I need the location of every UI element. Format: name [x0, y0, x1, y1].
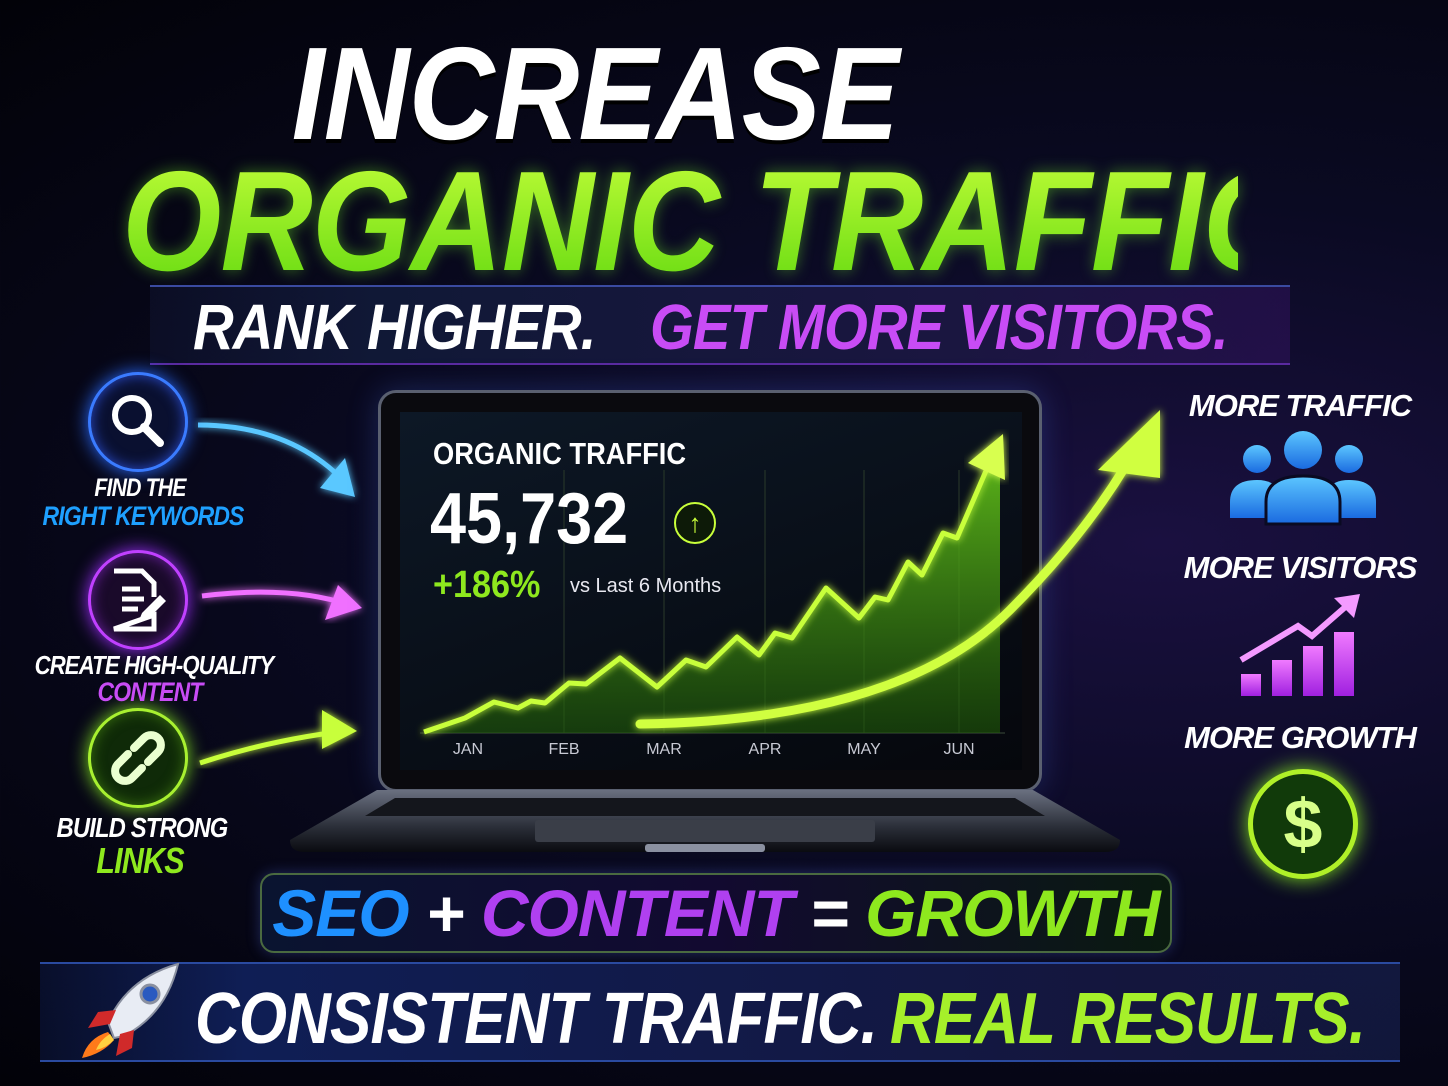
step-keywords-label-2: RIGHT KEYWORDS	[42, 501, 244, 531]
dollar-icon: $	[1248, 769, 1358, 879]
chart-month-label: APR	[748, 741, 782, 758]
link-icon	[111, 731, 165, 785]
equation-box	[260, 873, 1172, 953]
footer-banner	[40, 962, 1400, 1062]
chart-month-label: JAN	[452, 741, 484, 758]
step-links-circle	[88, 708, 188, 808]
benefit-traffic-label: MORE TRAFFIC	[1188, 388, 1412, 423]
arrow-up-icon: ↑	[674, 502, 716, 544]
equation-equals: =	[810, 876, 849, 950]
chart-trend-line	[423, 449, 998, 735]
headline-line2: ORGANIC TRAFFIC	[122, 140, 1295, 304]
dashboard-title: ORGANIC TRAFFIC	[433, 436, 687, 471]
chart-month-label: MAR	[646, 741, 682, 758]
subhead-rank-higher: RANK HIGHER.	[193, 291, 596, 363]
dashboard-change: +186%	[433, 564, 541, 606]
step-keywords-label-1: FIND THE	[94, 474, 186, 502]
equation: SEO + CONTENT = GROWTH	[260, 875, 1172, 951]
chart-month-label: JUN	[943, 741, 975, 758]
dashboard-comparison: vs Last 6 Months	[570, 575, 722, 597]
subhead-more-visitors: GET MORE VISITORS.	[650, 291, 1229, 363]
search-icon	[112, 395, 164, 447]
footer-real-results: REAL RESULTS.	[890, 979, 1366, 1059]
rocket-icon	[82, 962, 180, 1058]
arrow-links	[199, 710, 357, 766]
step-links-label-1: BUILD STRONG	[56, 812, 229, 843]
subhead-banner	[150, 285, 1290, 365]
footer-consistent-traffic: CONSISTENT TRAFFIC.	[195, 979, 878, 1059]
headline-line1: INCREASE	[291, 20, 900, 167]
equation-seo: SEO	[272, 876, 409, 950]
laptop-base	[290, 790, 1120, 852]
chart-area-fill	[424, 440, 1000, 733]
arrow-content	[201, 585, 362, 620]
step-content-circle	[88, 550, 188, 650]
users-icon	[1230, 431, 1376, 526]
document-edit-icon	[113, 568, 166, 632]
equation-plus: +	[426, 876, 465, 950]
equation-content: CONTENT	[480, 876, 794, 950]
equation-growth: GROWTH	[865, 876, 1161, 950]
chart-month-label: FEB	[548, 741, 580, 758]
arrow-keywords	[197, 422, 355, 497]
big-growth-arrow	[635, 410, 1160, 729]
benefit-growth-label: MORE GROWTH	[1184, 720, 1417, 755]
dashboard-value: 45,732	[430, 479, 629, 559]
chart-month-label: MAY	[847, 741, 881, 758]
step-links-label-2: LINKS	[96, 840, 184, 881]
step-content-label-2: CONTENT	[97, 677, 204, 707]
benefit-visitors-label: MORE VISITORS	[1183, 550, 1418, 585]
growth-chart-icon	[1239, 594, 1360, 696]
step-keywords-circle	[88, 372, 188, 472]
step-content-label-1: CREATE HIGH-QUALITY	[34, 650, 275, 680]
chart-arrow-head	[968, 434, 1005, 480]
